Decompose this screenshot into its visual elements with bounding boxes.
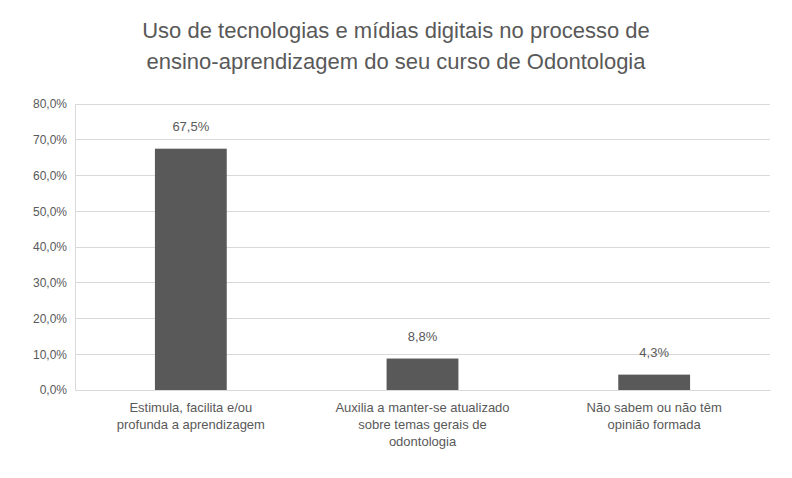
y-tick-label: 30,0%: [33, 276, 67, 290]
x-tick: Estimula, facilita e/ou profunda a aprend…: [117, 390, 265, 432]
y-tick-label: 50,0%: [33, 205, 67, 219]
data-labels: 67,5% 8,8% 4,3%: [172, 119, 669, 360]
title-line: ensino-aprendizagem do seu curso de Odon…: [147, 49, 647, 74]
y-tick-label: 60,0%: [33, 169, 67, 183]
y-tick-label: 20,0%: [33, 312, 67, 326]
x-tick: Não sabem ou não têm opinião formada: [587, 390, 722, 432]
chart: Uso de tecnologias e mídias digitais no …: [0, 0, 792, 478]
bar: [155, 149, 227, 390]
x-tick-label: Não sabem ou não têm opinião formada: [587, 400, 722, 432]
y-tick: 80,0%: [33, 97, 75, 111]
x-tick-label: Estimula, facilita e/ou profunda a aprend…: [117, 400, 265, 432]
x-tick-label-line: Não sabem ou não têm: [587, 400, 722, 415]
y-tick-label: 10,0%: [33, 348, 67, 362]
x-tick-label-line: opinião formada: [608, 417, 702, 432]
grid-line: [75, 139, 770, 140]
y-axis: 0,0% 10,0% 20,0% 30,0% 40,0% 50,0% 60,0% 70,0% 8…: [33, 97, 76, 397]
y-tick: 70,0%: [33, 133, 75, 147]
data-label: 67,5%: [172, 119, 209, 134]
x-tick-label-line: profunda a aprendizagem: [117, 417, 265, 432]
bar: [618, 375, 690, 390]
x-axis: Estimula, facilita e/ou profunda a aprend…: [76, 390, 771, 449]
y-tick-label: 80,0%: [33, 97, 67, 111]
grid: [75, 104, 770, 390]
x-tick-label-line: odontologia: [389, 434, 457, 449]
y-tick: 10,0%: [33, 348, 75, 362]
y-tick-label: 40,0%: [33, 240, 67, 254]
title-line: Uso de tecnologias e mídias digitais no …: [142, 18, 650, 43]
y-tick: 0,0%: [40, 383, 75, 397]
x-tick: Auxilia a manter-se atualizado sobre tema…: [335, 390, 509, 449]
y-tick-label: 0,0%: [40, 383, 68, 397]
y-tick: 50,0%: [33, 205, 75, 219]
grid-line: [75, 104, 770, 105]
y-tick-label: 70,0%: [33, 133, 67, 147]
x-tick-label-line: Estimula, facilita e/ou: [129, 400, 252, 415]
y-tick: 30,0%: [33, 276, 75, 290]
x-tick-label-line: sobre temas gerais de: [358, 417, 487, 432]
x-tick-label-line: Auxilia a manter-se atualizado: [335, 400, 509, 415]
bar: [387, 359, 459, 390]
y-tick: 20,0%: [33, 312, 75, 326]
y-axis-line: [75, 105, 76, 391]
y-tick: 40,0%: [33, 240, 75, 254]
data-label: 4,3%: [639, 345, 669, 360]
y-tick: 60,0%: [33, 169, 75, 183]
x-axis-line: [76, 390, 771, 391]
plot: 0,0% 10,0% 20,0% 30,0% 40,0% 50,0% 60,0% 70,0% 8…: [33, 97, 771, 449]
data-label: 8,8%: [408, 329, 438, 344]
bars: [155, 149, 690, 390]
title: Uso de tecnologias e mídias digitais no …: [142, 18, 650, 74]
x-tick-label: Auxilia a manter-se atualizado sobre tema…: [335, 400, 509, 449]
